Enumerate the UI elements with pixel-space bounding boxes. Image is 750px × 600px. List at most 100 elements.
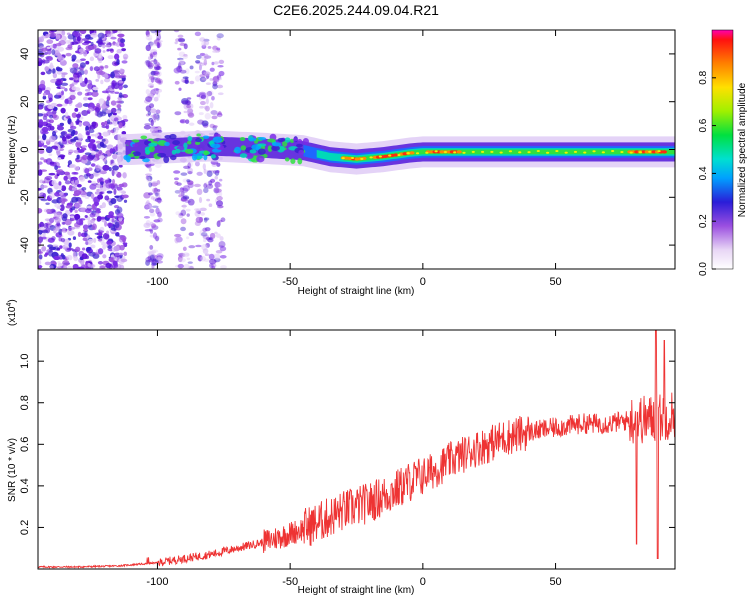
- noise-blob: [67, 149, 75, 153]
- ridge-blob: [212, 136, 223, 143]
- ridge-blob: [208, 141, 214, 145]
- noise-blob: [152, 232, 158, 239]
- noise-blob: [71, 58, 76, 62]
- noise-blob: [108, 167, 112, 172]
- noise-blob: [89, 212, 96, 218]
- noise-blob: [38, 251, 43, 254]
- noise-blob: [155, 39, 163, 43]
- noise-blob: [205, 237, 211, 241]
- noise-blob: [63, 175, 68, 181]
- ridge-highlight: [555, 149, 559, 152]
- snr-y-axis-label: SNR (10 * v/v): [7, 438, 18, 502]
- ridge-blob: [202, 135, 210, 139]
- noise-blob: [112, 165, 119, 171]
- noise-blob: [118, 189, 125, 194]
- snr-scale-suffix: ): [7, 299, 18, 302]
- noise-blob: [65, 205, 73, 209]
- noise-blob: [85, 239, 89, 246]
- noise-blob: [77, 149, 85, 153]
- noise-blob: [106, 119, 111, 125]
- noise-blob: [102, 232, 110, 240]
- noise-blob: [107, 177, 111, 184]
- noise-blob: [217, 183, 223, 187]
- snr-y-tick-label: 0.6: [19, 437, 31, 452]
- noise-blob: [79, 62, 86, 68]
- noise-blob: [113, 245, 120, 252]
- noise-blob: [72, 236, 77, 241]
- noise-blob: [88, 129, 95, 134]
- noise-blob: [84, 77, 88, 84]
- noise-blob: [39, 221, 45, 228]
- noise-blob: [182, 203, 187, 210]
- ridge-blob: [249, 149, 257, 154]
- noise-blob: [182, 195, 190, 200]
- noise-blob: [70, 131, 75, 137]
- noise-blob: [145, 60, 151, 68]
- noise-blob: [146, 203, 153, 210]
- noise-blob: [201, 120, 209, 127]
- noise-blob: [105, 109, 112, 114]
- noise-blob: [117, 30, 122, 34]
- noise-blob: [48, 56, 53, 61]
- ridge-highlight: [499, 151, 503, 154]
- ridge-blob: [157, 152, 167, 158]
- noise-blob: [155, 235, 160, 242]
- noise-blob: [185, 196, 190, 200]
- noise-blob: [45, 252, 49, 256]
- noise-blob: [155, 192, 159, 197]
- noise-blob: [106, 240, 113, 245]
- noise-blob: [181, 204, 187, 208]
- noise-blob: [183, 110, 189, 114]
- noise-blob: [102, 50, 106, 53]
- noise-blob: [38, 207, 43, 214]
- noise-blob: [38, 147, 45, 154]
- noise-blob: [177, 255, 183, 263]
- noise-blob: [180, 218, 187, 225]
- ridge-blob: [171, 149, 177, 155]
- noise-blob: [98, 232, 103, 237]
- noise-blob: [111, 107, 117, 113]
- ridge-highlight: [648, 150, 652, 153]
- noise-blob: [107, 222, 113, 228]
- noise-blob: [91, 91, 99, 97]
- noise-blob: [174, 233, 182, 238]
- noise-blob: [90, 32, 98, 38]
- noise-blob: [203, 58, 208, 66]
- noise-blob: [188, 122, 195, 126]
- noise-blob: [102, 164, 110, 171]
- noise-blob: [60, 185, 67, 192]
- noise-blob: [145, 34, 153, 41]
- noise-blob: [97, 238, 103, 242]
- ridge-blob: [186, 140, 192, 145]
- noise-blob: [46, 119, 51, 123]
- colorbar-tick-label: 0.2: [698, 214, 709, 228]
- noise-blob: [180, 226, 186, 232]
- noise-blob: [194, 75, 201, 82]
- noise-blob: [178, 37, 185, 42]
- ridge-blob: [257, 148, 266, 155]
- noise-blob: [201, 62, 208, 65]
- noise-blob: [184, 79, 190, 84]
- noise-blob: [197, 119, 205, 125]
- noise-blob: [148, 257, 156, 260]
- noise-blob: [209, 232, 216, 240]
- noise-blob: [220, 217, 226, 223]
- noise-blob: [195, 244, 202, 248]
- noise-blob: [209, 90, 214, 97]
- noise-blob: [56, 92, 62, 96]
- noise-blob: [111, 169, 115, 177]
- noise-blob: [82, 38, 90, 42]
- noise-blob: [109, 148, 114, 154]
- noise-blob: [107, 55, 114, 60]
- spectrogram-panel: -100 -50 0 50 -40 -20 0 20 40 Height of straigh…: [7, 29, 748, 297]
- noise-blob: [189, 65, 194, 70]
- noise-blob: [91, 121, 97, 127]
- noise-blob: [173, 170, 181, 174]
- ridge-highlight: [462, 151, 466, 154]
- spectrogram-y-tick-label: 40: [19, 48, 31, 60]
- ridge-blob: [277, 137, 286, 143]
- noise-blob: [66, 247, 74, 251]
- ridge-blob: [302, 137, 309, 145]
- noise-blob: [156, 255, 163, 261]
- noise-blob: [42, 95, 47, 100]
